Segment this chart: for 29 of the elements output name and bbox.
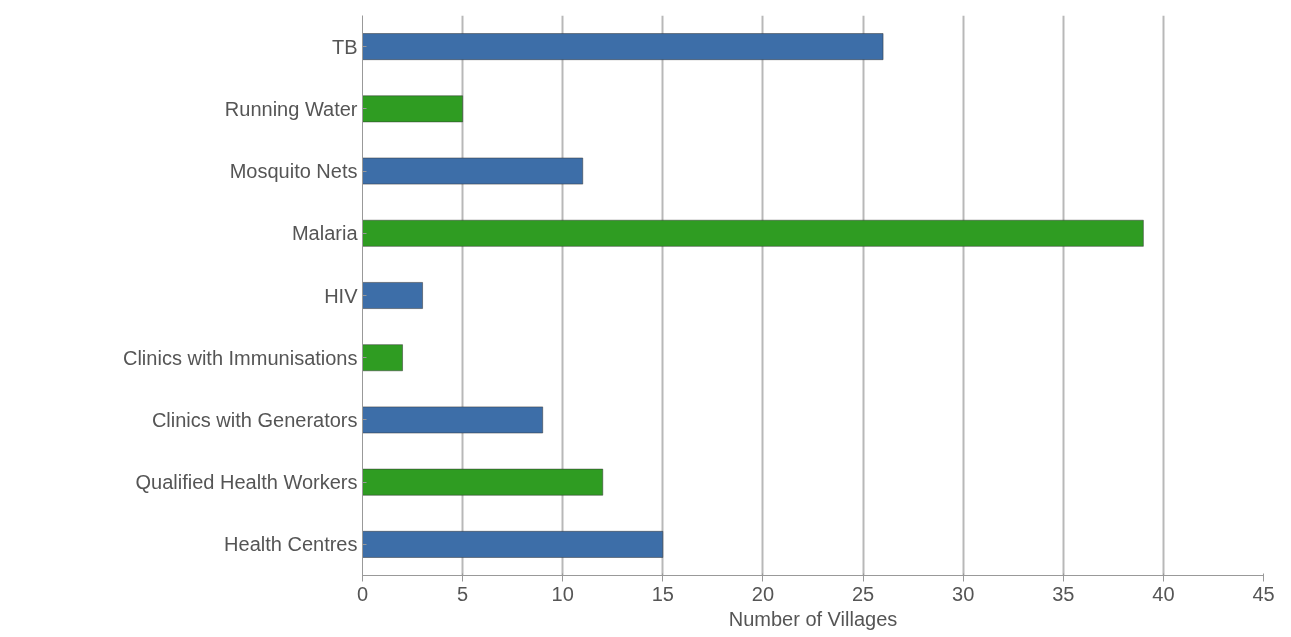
bar [362, 531, 664, 558]
y-tick-label: Qualified Health Workers [135, 471, 358, 494]
x-tick-label: 20 [751, 582, 775, 605]
bar [362, 157, 583, 185]
x-tick-label: 40 [1152, 582, 1175, 605]
x-tick-label: 10 [551, 582, 574, 605]
x-tick-label: 35 [1052, 582, 1075, 605]
y-tick-label: Clinics with Generators [151, 408, 358, 431]
y-tick-label: Clinics with Immunisations [122, 346, 358, 369]
bar [362, 33, 884, 60]
x-tick-label: 15 [651, 582, 674, 605]
x-axis-title: Number of Villages [728, 607, 898, 630]
y-tick-label: Running Water [224, 97, 358, 120]
y-tick-label: Mosquito Nets [229, 160, 358, 183]
bar [362, 406, 543, 434]
bar [362, 282, 423, 309]
x-tick-label: 5 [457, 582, 469, 605]
x-tick-label: 45 [1252, 582, 1275, 605]
y-tick-label: Health Centres [224, 533, 358, 556]
bar [362, 219, 1144, 247]
x-tick-label: 25 [851, 582, 875, 605]
x-tick-label: 30 [952, 582, 975, 605]
x-tick-label: 0 [356, 582, 369, 605]
bar [362, 468, 604, 496]
bar [362, 344, 403, 372]
y-tick-label: TB [331, 35, 358, 58]
y-tick-label: HIV [324, 284, 359, 307]
bar [362, 95, 463, 123]
y-tick-label: Malaria [291, 222, 359, 245]
